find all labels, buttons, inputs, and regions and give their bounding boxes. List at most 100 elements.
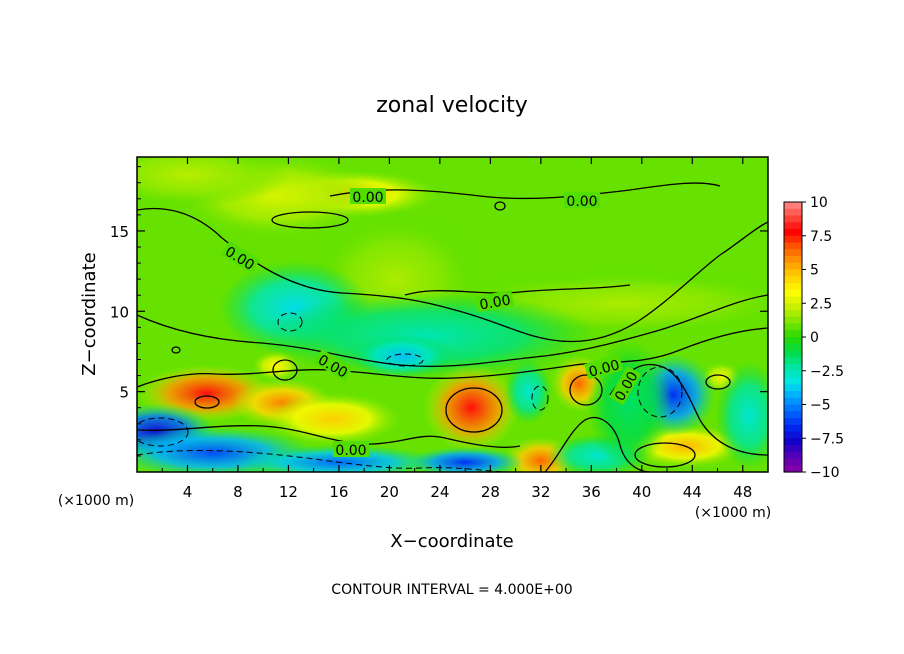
x-unit-label-right: (×1000 m) [695,505,771,521]
colorbar-swatch [784,262,802,271]
x-tick-label: 44 [683,483,702,501]
colorbar-tick-label: −10 [810,465,840,481]
colorbar-swatch [784,370,802,379]
colorbar-tick-label: −7.5 [810,431,844,447]
colorbar-swatch [784,208,802,217]
colorbar-tick-label: 5 [810,263,819,279]
contour-loop [194,395,220,409]
velocity-anomaly [264,392,401,446]
colorbar-swatch [784,269,802,277]
x-axis-label: X−coordinate [390,531,513,552]
contour-loop [494,201,506,211]
colorbar-swatch [784,451,802,460]
colorbar-swatch [784,384,802,392]
colorbar-swatch [784,418,802,426]
colorbar-swatch [784,404,802,412]
colorbar-swatch [784,330,802,338]
x-unit-label-left: (×1000 m) [58,493,134,509]
x-tick-label: 16 [329,483,348,501]
contour-interval-note: CONTOUR INTERVAL = 4.000E+00 [331,582,572,598]
colorbar-tick-label: 2.5 [810,296,832,312]
colorbar-swatch [784,202,802,210]
negative-contour-lines [137,312,683,472]
colorbar-swatch [784,445,802,453]
negative-contour [386,353,424,367]
contour-label-background [584,354,624,380]
contour-label-background [313,349,354,382]
colorbar-swatch [784,337,802,345]
colorbar-swatch [784,323,802,331]
contour-label-background [221,240,261,274]
contour-loop [634,442,696,468]
negative-contour [637,366,683,418]
contour-label: 0.00 [478,292,511,313]
zero-contour [609,363,768,456]
velocity-anomaly [504,359,553,425]
colorbar-swatch [784,391,802,399]
x-tick-label: 48 [733,483,752,501]
velocity-anomaly [251,350,300,382]
x-tick-label: 36 [582,483,601,501]
x-tick-label: 20 [380,483,399,501]
colorbar-swatch [784,222,802,230]
contour-loop [569,374,603,406]
colorbar-tick-label: −5 [810,398,831,414]
x-tick-label: 40 [632,483,651,501]
velocity-field [137,157,768,472]
contour-loop [171,346,181,354]
contour-loop [271,211,349,229]
x-tick-label: 4 [183,483,193,501]
colorbar-swatch [784,296,802,304]
colorbar: 10 7.5 5 2.5 0 −2.5 −5 −7.5 −10 [783,195,844,481]
colorbar-swatch [784,397,802,406]
colorbar-tick-label: 0 [810,330,819,346]
velocity-anomaly [236,445,442,472]
contour-label: 0.00 [352,190,383,206]
velocity-anomaly [423,364,520,452]
plot-frame [136,156,769,473]
colorbar-swatch [784,465,802,473]
y-axis: 5 10 15 [110,166,768,457]
velocity-anomaly [137,157,290,208]
x-tick-label: 28 [481,483,500,501]
colorbar-swatch [784,229,802,237]
contour-label-background [475,290,514,313]
y-tick-label: 5 [119,384,129,402]
negative-contour [137,450,511,472]
contour-loop [445,387,503,433]
colorbar-tick-label: −2.5 [810,364,844,380]
colorbar-swatch [784,310,802,318]
negative-contour [277,312,303,332]
x-tick-label: 32 [531,483,550,501]
colorbar-swatch [784,242,802,250]
zero-contour [404,284,631,296]
colorbar-swatch [784,411,802,419]
contour-label: 0.00 [587,357,621,381]
contour-loop [705,374,731,390]
colorbar-swatch [784,431,802,439]
contour-label-background [609,365,642,406]
colorbar-swatch [784,357,802,365]
zero-contour [544,417,651,472]
velocity-anomaly [256,292,598,379]
colorbar-swatch [784,249,802,257]
colorbar-swatch [784,215,802,223]
negative-contour [137,417,189,447]
colorbar-swatch [784,424,802,433]
colorbar-swatch [784,377,802,385]
zero-contour [137,327,768,388]
negative-contour [531,385,549,411]
colorbar-tick-label: 7.5 [810,229,832,245]
colorbar-swatch [784,316,802,325]
zero-contour [329,182,721,200]
velocity-anomaly [405,447,525,472]
x-tick-label: 12 [279,483,298,501]
colorbar-swatch [784,343,802,352]
x-tick-label: 8 [233,483,243,501]
contour-label: 0.00 [566,194,597,210]
y-tick-label: 10 [110,303,129,321]
colorbar-swatch [784,276,802,284]
colorbar-swatch [784,350,802,358]
colorbar-swatch [784,438,802,446]
